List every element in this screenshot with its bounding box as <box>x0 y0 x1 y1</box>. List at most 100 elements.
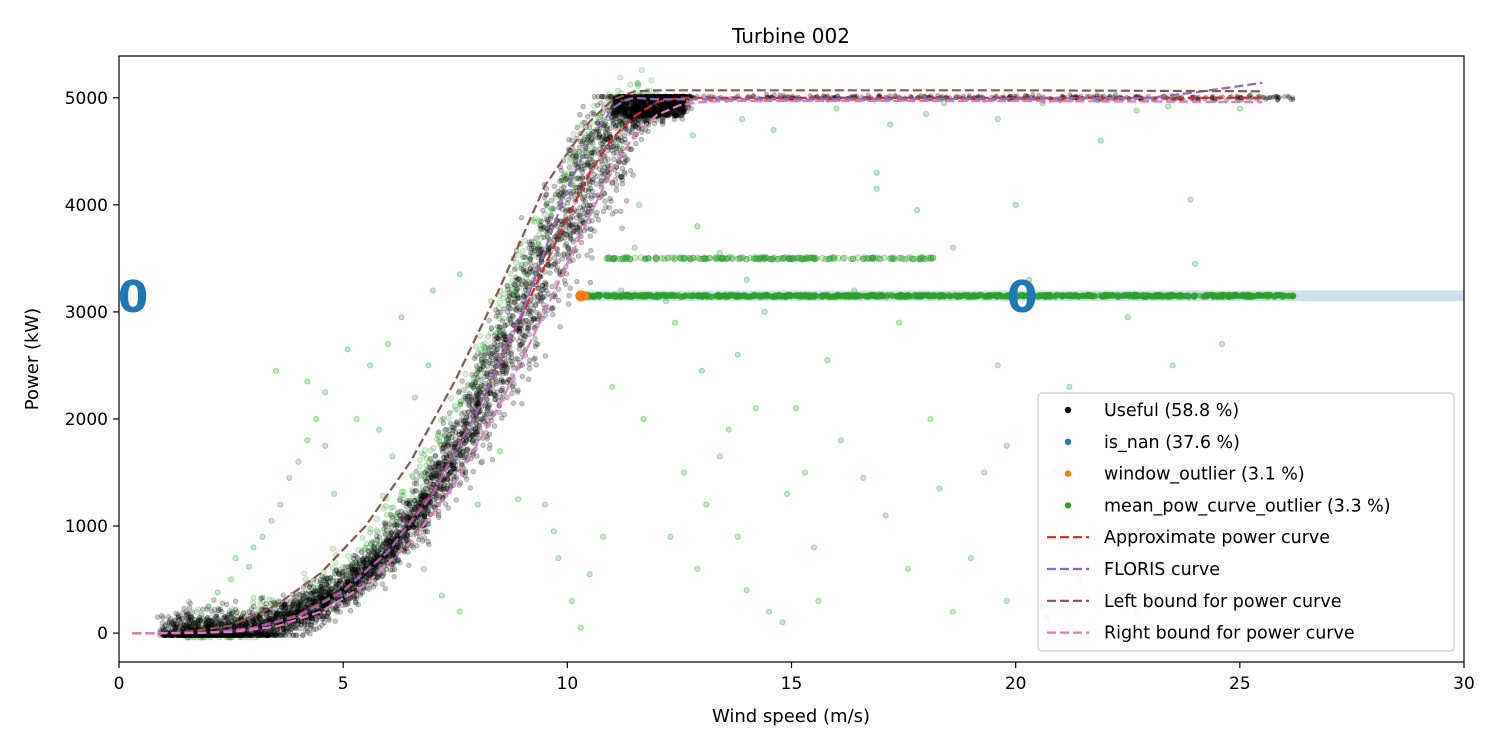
outlier-point <box>590 146 596 153</box>
outlier-point <box>561 181 568 188</box>
useful-point <box>463 414 470 420</box>
outlier-point <box>591 102 598 109</box>
outlier-point <box>564 173 570 180</box>
useful-point <box>480 442 486 448</box>
useful-point <box>551 183 558 189</box>
outlier-point <box>544 203 551 210</box>
outlier-point <box>611 118 618 125</box>
useful-point <box>413 468 419 475</box>
outlier-point <box>621 254 628 261</box>
outlier-point <box>285 610 292 617</box>
outlier-point <box>226 634 233 641</box>
outlier-point <box>445 414 452 421</box>
outlier-point <box>548 205 555 212</box>
useful-point <box>563 240 570 247</box>
outlier-point <box>829 254 837 261</box>
useful-point <box>440 420 447 426</box>
useful-point <box>394 518 400 525</box>
outlier-point <box>488 348 495 355</box>
outlier-point <box>516 284 523 291</box>
useful-point <box>406 562 412 569</box>
outlier-point <box>421 447 428 454</box>
outlier-point <box>526 257 533 264</box>
outlier-point <box>1197 292 1204 299</box>
outlier-point <box>640 415 647 422</box>
outlier-point <box>205 620 212 627</box>
useful-point <box>551 205 557 212</box>
outlier-point <box>706 254 713 262</box>
outlier-point <box>925 254 932 262</box>
outlier-point <box>581 134 588 141</box>
outlier-point <box>1134 291 1141 299</box>
outlier-point <box>384 341 391 348</box>
outlier-point <box>605 91 612 98</box>
outlier-point <box>270 626 277 632</box>
useful-point <box>511 266 518 273</box>
outlier-point <box>393 528 400 535</box>
outlier-point <box>937 293 944 300</box>
outlier-point <box>429 469 436 476</box>
outlier-point <box>529 253 536 260</box>
outlier-point <box>570 182 577 189</box>
outlier-point <box>1249 292 1256 300</box>
outlier-point <box>648 77 655 84</box>
useful-point <box>567 285 573 291</box>
useful-point <box>510 400 517 406</box>
outlier-point <box>266 596 273 603</box>
outlier-point <box>903 292 911 300</box>
useful-point <box>571 161 578 168</box>
outlier-point <box>839 255 847 262</box>
useful-point <box>211 606 217 613</box>
outlier-point <box>940 100 947 107</box>
outlier-point <box>232 555 239 562</box>
useful-point <box>611 156 617 162</box>
outlier-point <box>419 487 426 494</box>
outlier-point <box>463 398 470 405</box>
outlier-point <box>434 432 441 439</box>
outlier-point <box>397 495 404 502</box>
outlier-point <box>743 276 750 283</box>
outlier-point <box>809 292 816 299</box>
outlier-point <box>792 405 799 412</box>
outlier-point <box>483 345 490 352</box>
outlier-point <box>368 540 375 547</box>
outlier-point <box>513 291 520 298</box>
useful-point <box>623 198 630 204</box>
outlier-point <box>1037 292 1044 299</box>
outlier-point <box>434 436 440 443</box>
outlier-point <box>478 356 485 363</box>
outlier-point <box>344 346 351 353</box>
outlier-point <box>395 509 402 515</box>
useful-point <box>613 208 619 215</box>
outlier-point <box>496 326 502 333</box>
outlier-point <box>398 314 405 321</box>
useful-point <box>470 468 476 475</box>
outlier-point <box>228 634 235 641</box>
outlier-point <box>358 547 365 554</box>
useful-point <box>602 198 608 204</box>
outlier-point <box>254 613 261 620</box>
useful-point <box>588 185 594 192</box>
useful-point <box>630 172 636 178</box>
useful-point <box>554 251 560 257</box>
outlier-point <box>339 563 346 570</box>
outlier-point <box>515 251 522 258</box>
outlier-point <box>889 292 896 299</box>
useful-point <box>232 598 239 605</box>
outlier-point <box>905 565 912 572</box>
outlier-point <box>698 367 705 374</box>
outlier-point <box>447 395 454 402</box>
useful-point <box>496 409 503 416</box>
outlier-point <box>507 315 514 322</box>
outlier-point <box>595 134 601 141</box>
outlier-point <box>881 254 888 261</box>
outlier-point <box>445 431 452 438</box>
outlier-point <box>650 293 658 300</box>
outlier-point <box>346 569 352 576</box>
outlier-point <box>597 114 603 121</box>
outlier-point <box>325 575 332 582</box>
useful-point <box>526 376 532 383</box>
outlier-point <box>509 277 516 284</box>
outlier-point <box>199 634 206 641</box>
